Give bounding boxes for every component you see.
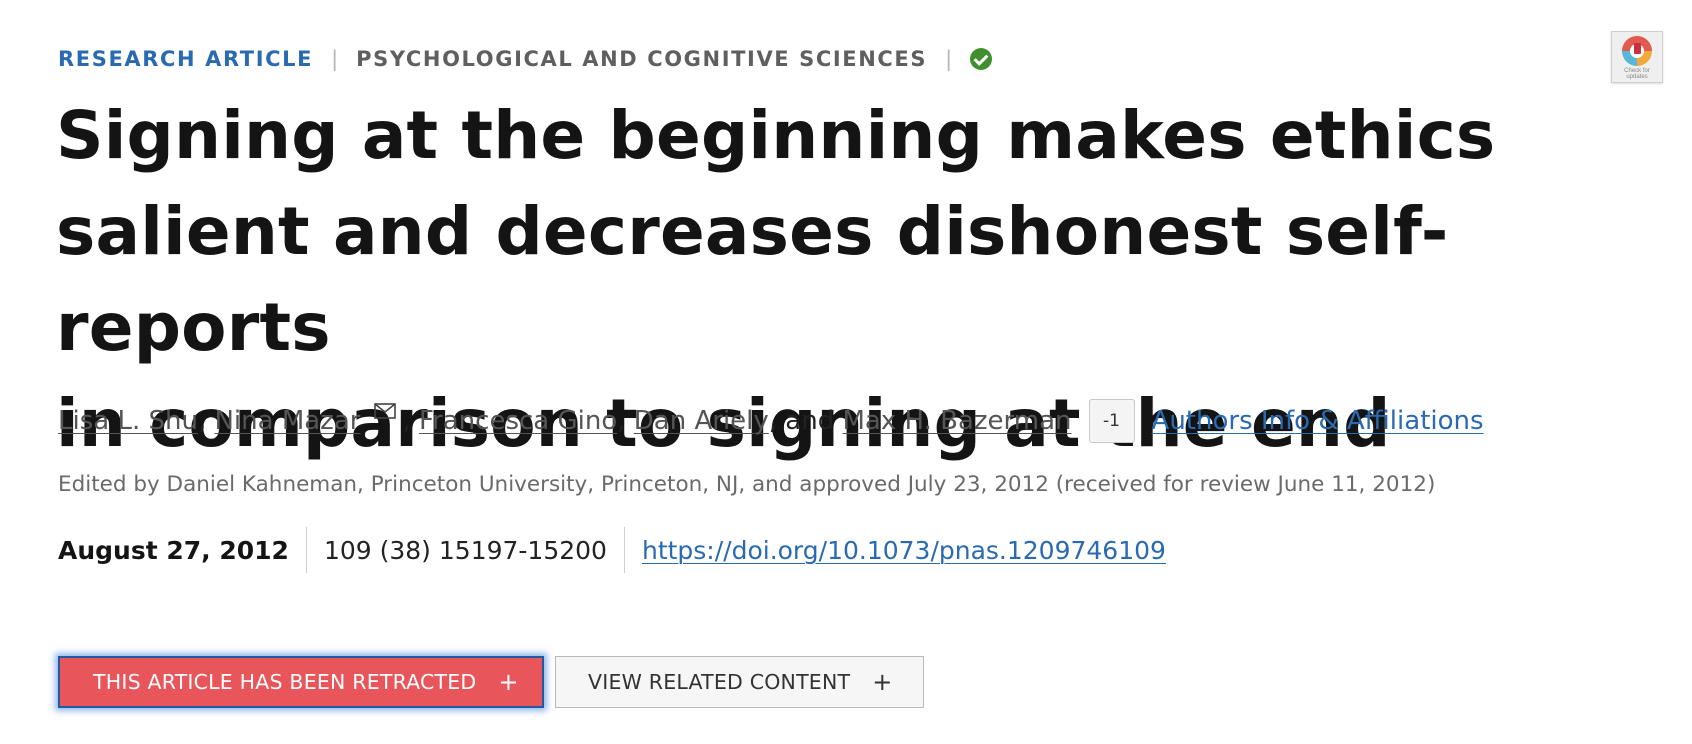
plus-icon: +: [872, 668, 893, 696]
meta-divider: [305, 527, 307, 573]
plus-icon: +: [498, 668, 519, 696]
author-link[interactable]: Lisa L. Shu: [58, 406, 198, 436]
publication-meta: August 27, 2012 109 (38) 15197-15200 htt…: [58, 527, 1166, 573]
check-for-updates-badge[interactable]: Check for updates: [1611, 31, 1663, 83]
volume-issue-pages: 109 (38) 15197-15200: [323, 535, 607, 565]
author-separator: ,: [617, 406, 626, 436]
related-content-label: VIEW RELATED CONTENT: [588, 670, 851, 694]
category-separator: |: [331, 47, 339, 71]
check-icon: [970, 48, 993, 70]
author-link[interactable]: Nina Mazar: [214, 406, 361, 436]
article-type-label[interactable]: RESEARCH ARTICLE: [58, 47, 314, 71]
author-separator: ,: [402, 406, 411, 436]
article-title: Signing at the beginning makes ethics sa…: [56, 88, 1656, 472]
title-line: Signing at the beginning makes ethics: [56, 97, 1496, 174]
retracted-notice-button[interactable]: THIS ARTICLE HAS BEEN RETRACTED +: [58, 656, 544, 708]
envelope-icon[interactable]: [374, 403, 397, 419]
category-separator: |: [945, 47, 953, 71]
author-link[interactable]: Dan Ariely: [633, 406, 769, 436]
author-link[interactable]: Max H. Bazerman: [842, 406, 1072, 436]
editor-line: Edited by Daniel Kahneman, Princeton Uni…: [58, 472, 1436, 497]
subject-category-label[interactable]: PSYCHOLOGICAL AND COGNITIVE SCIENCES: [356, 47, 928, 71]
check-for-updates-text: Check for updates: [1624, 68, 1650, 80]
author-list: Lisa L. Shu, Nina Mazar, Francesca Gino,…: [58, 399, 1484, 443]
title-line: salient and decreases dishonest self-rep…: [56, 193, 1449, 366]
author-expand-badge[interactable]: -1: [1088, 399, 1135, 443]
author-separator: ,: [197, 406, 207, 436]
authors-info-affiliations-link[interactable]: Authors Info & Affiliations: [1151, 406, 1484, 436]
meta-divider: [623, 527, 625, 573]
author-link[interactable]: Francesca Gino: [418, 406, 618, 436]
doi-link[interactable]: https://doi.org/10.1073/pnas.1209746109: [641, 535, 1166, 565]
view-related-content-button[interactable]: VIEW RELATED CONTENT +: [555, 656, 924, 708]
article-category-line: RESEARCH ARTICLE | PSYCHOLOGICAL AND COG…: [58, 45, 993, 73]
crossmark-icon: [1622, 36, 1652, 66]
publication-date: August 27, 2012: [58, 535, 289, 565]
title-line: in comparison to signing at the end: [56, 385, 1391, 462]
retracted-label: THIS ARTICLE HAS BEEN RETRACTED: [93, 670, 477, 694]
author-and-text: , and: [768, 406, 835, 436]
